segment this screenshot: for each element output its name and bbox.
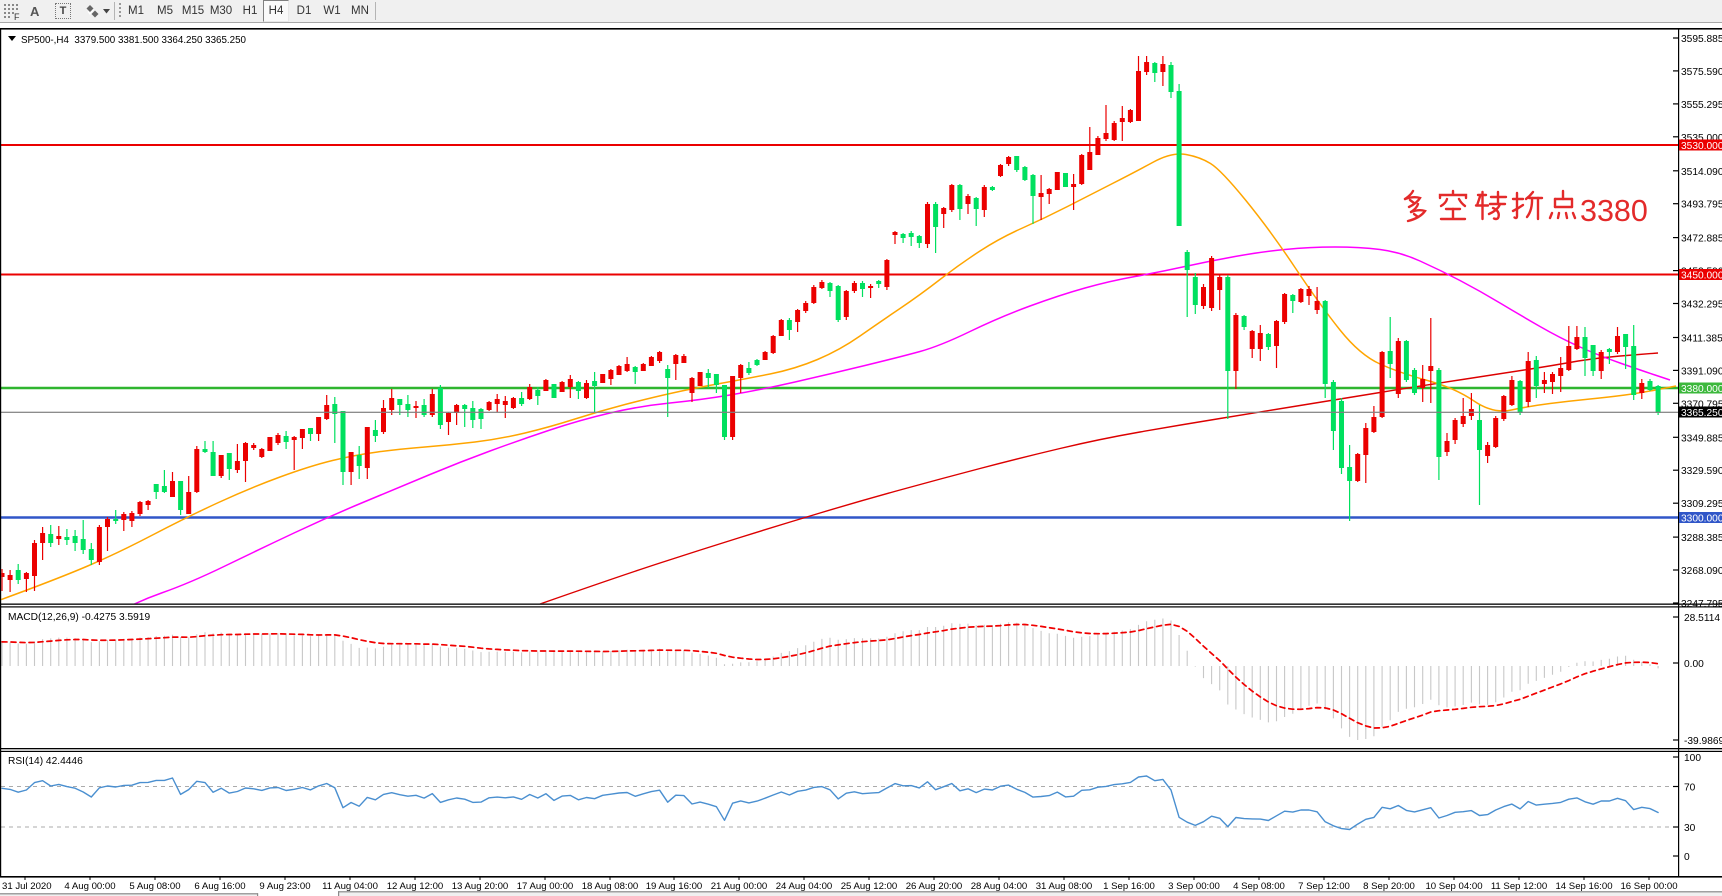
svg-text:11 Sep 12:00: 11 Sep 12:00	[1491, 881, 1547, 892]
svg-text:3432.295: 3432.295	[1681, 300, 1722, 311]
svg-text:30: 30	[1684, 823, 1696, 834]
svg-text:6 Aug 16:00: 6 Aug 16:00	[194, 881, 245, 892]
svg-text:3365.250: 3365.250	[1681, 408, 1722, 419]
svg-text:16 Sep 00:00: 16 Sep 00:00	[1620, 881, 1677, 892]
svg-text:24 Aug 04:00: 24 Aug 04:00	[776, 881, 833, 892]
svg-text:RSI(14) 42.4446: RSI(14) 42.4446	[8, 756, 83, 767]
svg-text:3391.090: 3391.090	[1681, 366, 1722, 377]
svg-text:0.00: 0.00	[1684, 659, 1704, 670]
svg-text:70: 70	[1684, 783, 1696, 794]
svg-text:31 Aug 08:00: 31 Aug 08:00	[1036, 881, 1093, 892]
svg-text:3370.795: 3370.795	[1681, 399, 1722, 410]
svg-text:3411.385: 3411.385	[1681, 334, 1722, 345]
svg-text:25 Aug 12:00: 25 Aug 12:00	[841, 881, 898, 892]
svg-text:7 Sep 12:00: 7 Sep 12:00	[1298, 881, 1350, 892]
svg-text:5 Aug 08:00: 5 Aug 08:00	[129, 881, 180, 892]
svg-text:1 Sep 16:00: 1 Sep 16:00	[1103, 881, 1155, 892]
svg-text:3514.090: 3514.090	[1681, 167, 1722, 178]
svg-text:31 Jul 2020: 31 Jul 2020	[2, 881, 52, 892]
svg-text:18 Aug 08:00: 18 Aug 08:00	[582, 881, 639, 892]
svg-text:MACD(12,26,9) -0.4275 3.5919: MACD(12,26,9) -0.4275 3.5919	[8, 612, 150, 623]
svg-text:3349.885: 3349.885	[1681, 433, 1722, 444]
svg-text:26 Aug 20:00: 26 Aug 20:00	[906, 881, 963, 892]
svg-text:3472.885: 3472.885	[1681, 234, 1722, 245]
svg-text:3555.295: 3555.295	[1681, 100, 1722, 111]
svg-text:28.5114: 28.5114	[1684, 613, 1720, 624]
svg-text:11 Aug 04:00: 11 Aug 04:00	[322, 881, 378, 892]
svg-text:3380.000: 3380.000	[1681, 384, 1722, 395]
svg-text:3380: 3380	[1580, 194, 1648, 228]
svg-text:100: 100	[1684, 753, 1701, 764]
svg-text:3595.885: 3595.885	[1681, 34, 1722, 45]
svg-text:SP500-,H4 3379.500 3381.500 3: SP500-,H4 3379.500 3381.500 3364.250 336…	[21, 35, 247, 46]
svg-text:3268.090: 3268.090	[1681, 566, 1722, 577]
svg-text:3530.000: 3530.000	[1681, 141, 1722, 152]
svg-text:3 Sep 00:00: 3 Sep 00:00	[1168, 881, 1220, 892]
svg-text:14 Sep 16:00: 14 Sep 16:00	[1555, 881, 1612, 892]
svg-text:28 Aug 04:00: 28 Aug 04:00	[971, 881, 1028, 892]
svg-text:-39.9869: -39.9869	[1684, 736, 1722, 747]
svg-text:17 Aug 00:00: 17 Aug 00:00	[517, 881, 574, 892]
svg-text:4 Aug 00:00: 4 Aug 00:00	[64, 881, 115, 892]
svg-text:3575.590: 3575.590	[1681, 67, 1722, 78]
svg-text:9 Aug 23:00: 9 Aug 23:00	[259, 881, 310, 892]
svg-text:13 Aug 20:00: 13 Aug 20:00	[452, 881, 509, 892]
svg-text:4 Sep 08:00: 4 Sep 08:00	[1233, 881, 1285, 892]
svg-text:3247.795: 3247.795	[1681, 599, 1722, 610]
svg-text:3329.590: 3329.590	[1681, 466, 1722, 477]
svg-text:3535.000: 3535.000	[1681, 133, 1722, 144]
svg-text:19 Aug 16:00: 19 Aug 16:00	[646, 881, 703, 892]
svg-text:3309.295: 3309.295	[1681, 499, 1722, 510]
svg-text:3300.000: 3300.000	[1681, 514, 1722, 525]
svg-text:10 Sep 04:00: 10 Sep 04:00	[1425, 881, 1482, 892]
svg-text:8 Sep 20:00: 8 Sep 20:00	[1363, 881, 1415, 892]
svg-text:3288.385: 3288.385	[1681, 533, 1722, 544]
svg-text:3450.000: 3450.000	[1681, 271, 1722, 282]
svg-text:12 Aug 12:00: 12 Aug 12:00	[387, 881, 444, 892]
svg-text:0: 0	[1684, 852, 1690, 863]
svg-text:F: F	[14, 12, 20, 22]
svg-text:3493.795: 3493.795	[1681, 200, 1722, 211]
svg-text:21 Aug 00:00: 21 Aug 00:00	[711, 881, 768, 892]
